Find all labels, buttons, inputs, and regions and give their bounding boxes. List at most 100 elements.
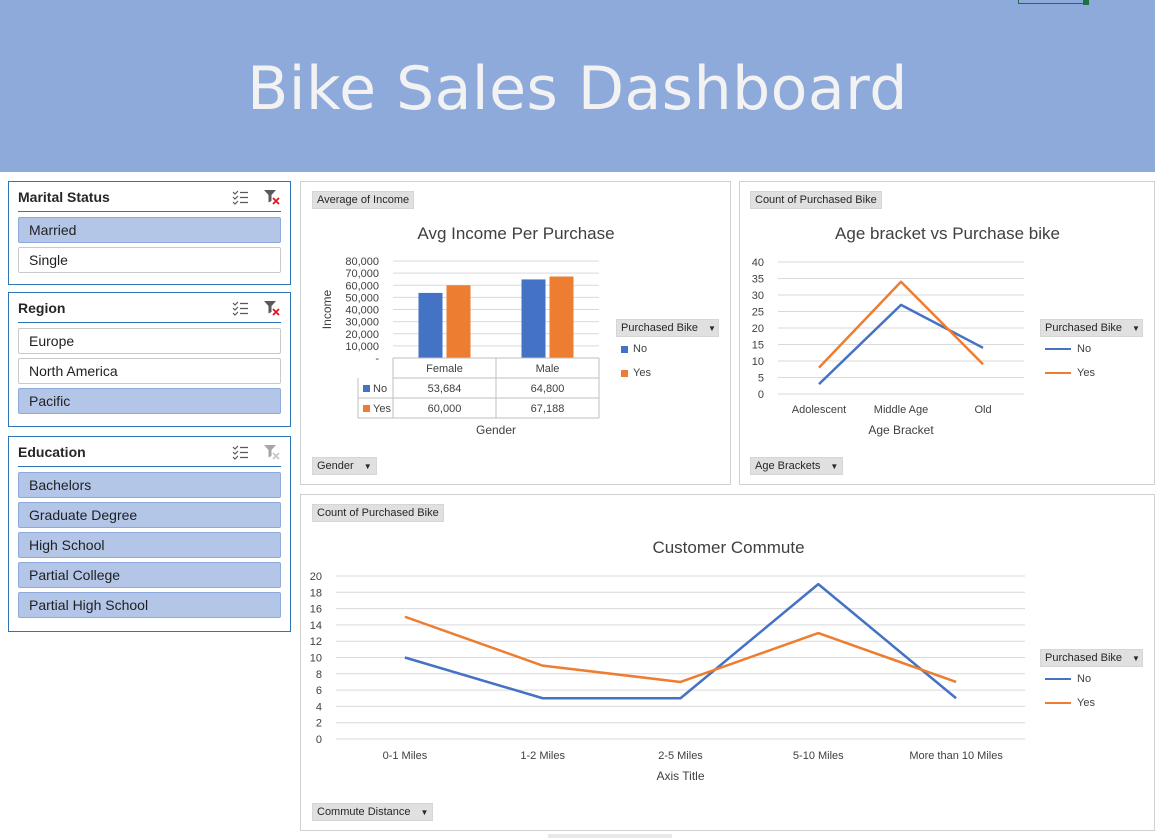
slicer-item-high-school[interactable]: High School [18, 532, 281, 558]
x-category-label: Old [974, 404, 991, 416]
x-axis-title: Axis Title [656, 769, 704, 783]
legend-label: No [633, 343, 648, 355]
y-tick-label: 14 [310, 620, 322, 632]
chevron-down-icon: ▼ [1132, 653, 1140, 663]
legend-field-label: Purchased Bike [1045, 322, 1123, 334]
y-tick-label: 15 [752, 340, 764, 352]
slicer-item-single[interactable]: Single [18, 247, 281, 273]
legend-field-button[interactable]: Purchased Bike ▼ [1040, 649, 1143, 667]
legend-label: No [1077, 673, 1092, 685]
y-tick-label: 30 [752, 290, 764, 302]
commute-chart-panel[interactable]: Count of Purchased Bike Customer Commute… [300, 494, 1155, 831]
sheet-scroll-strip [548, 834, 672, 838]
slicer-item-partial-college[interactable]: Partial College [18, 562, 281, 588]
axis-field-button[interactable]: Commute Distance ▼ [312, 803, 434, 821]
axis-field-button[interactable]: Gender ▼ [312, 457, 377, 475]
legend-swatch [1045, 702, 1071, 704]
slicer-item-north-america[interactable]: North America [18, 358, 281, 384]
y-tick-label: 12 [310, 636, 322, 648]
y-tick-label: 2 [316, 718, 322, 730]
y-tick-label: 20 [752, 323, 764, 335]
chevron-down-icon: ▼ [363, 461, 372, 471]
slicer-item-bachelors[interactable]: Bachelors [18, 472, 281, 498]
slicer-item-graduate-degree[interactable]: Graduate Degree [18, 502, 281, 528]
series-line-no [404, 582, 957, 700]
slicer-header: Education [9, 437, 290, 467]
y-tick-label: 18 [310, 587, 322, 599]
dashboard-title: Bike Sales Dashboard [247, 54, 908, 124]
legend-field-button[interactable]: Purchased Bike ▼ [1040, 319, 1143, 337]
slicer-items: Married Single [9, 212, 290, 283]
slicer-item-married[interactable]: Married [18, 217, 281, 243]
y-tick-label: 50,000 [345, 292, 379, 304]
series-line-yes [404, 615, 957, 684]
value-field-label: Average of Income [317, 194, 410, 206]
legend-item-no: No [1045, 673, 1091, 685]
bar [521, 279, 546, 358]
data-table-value: 60,000 [428, 403, 462, 415]
multi-select-icon[interactable] [231, 188, 249, 206]
value-field-button[interactable]: Count of Purchased Bike [312, 504, 444, 522]
multi-select-icon[interactable] [231, 299, 249, 317]
bar [418, 292, 443, 358]
legend-field-button[interactable]: Purchased Bike ▼ [616, 319, 719, 337]
slicer-items: Bachelors Graduate Degree High School Pa… [9, 467, 290, 628]
y-tick-label: 40 [752, 257, 764, 269]
y-tick-label: 10 [752, 356, 764, 368]
slicer-education[interactable]: Education Bachelors Graduate Degree High… [8, 436, 291, 632]
slicer-title: Marital Status [18, 189, 110, 205]
slicer-title: Education [18, 444, 86, 460]
clear-filter-icon[interactable] [263, 443, 281, 461]
slicer-marital-status[interactable]: Marital Status Married Single [8, 181, 291, 285]
income-chart-panel[interactable]: Average of Income Avg Income Per Purchas… [300, 181, 731, 485]
legend-item-yes: Yes [621, 367, 651, 379]
y-tick-label: 40,000 [345, 305, 379, 317]
axis-field-button[interactable]: Age Brackets ▼ [750, 457, 844, 475]
value-field-button[interactable]: Average of Income [312, 191, 415, 209]
slicer-header: Marital Status [9, 182, 290, 212]
legend-label: Yes [1077, 697, 1095, 709]
table-series-label: Yes [373, 403, 391, 415]
age-chart-panel[interactable]: Count of Purchased Bike Age bracket vs P… [739, 181, 1155, 485]
slicer-region[interactable]: Region Europe North America Pacific [8, 292, 291, 427]
clear-filter-icon[interactable] [263, 188, 281, 206]
chevron-down-icon: ▼ [830, 461, 839, 471]
cell-selection-box [1018, 0, 1086, 4]
legend-item-yes: Yes [1045, 697, 1095, 709]
y-tick-label: 10,000 [345, 341, 379, 353]
axis-field-label: Gender [317, 460, 354, 472]
slicer-item-europe[interactable]: Europe [18, 328, 281, 354]
legend-label: Yes [633, 367, 651, 379]
y-tick-label: 10 [310, 653, 322, 665]
y-tick-label: 0 [316, 734, 322, 746]
chart-title: Customer Commute [652, 538, 805, 557]
value-field-label: Count of Purchased Bike [755, 194, 877, 206]
x-category-label: Female [426, 363, 463, 375]
x-category-label: 1-2 Miles [520, 750, 565, 762]
x-category-label: 2-5 Miles [658, 750, 703, 762]
series-line-yes [818, 280, 984, 369]
clear-filter-icon[interactable] [263, 299, 281, 317]
value-field-button[interactable]: Count of Purchased Bike [750, 191, 882, 209]
commute-chart-plot: 0 2 4 6 8 10 12 14 16 18 20 0-1 Miles 1-2 Miles 2-5 M… [310, 571, 1025, 783]
table-series-label: No [373, 383, 387, 395]
legend-item-yes: Yes [1045, 367, 1095, 379]
multi-select-icon[interactable] [231, 443, 249, 461]
axis-field-label: Commute Distance [317, 806, 411, 818]
chart-title: Age bracket vs Purchase bike [835, 224, 1060, 243]
legend-field-label: Purchased Bike [621, 322, 699, 334]
cell-fill-handle[interactable] [1083, 0, 1089, 5]
legend-item-no: No [1045, 343, 1091, 355]
y-tick-label: 20 [310, 571, 322, 583]
bar [549, 276, 574, 358]
slicer-item-partial-high-school[interactable]: Partial High School [18, 592, 281, 618]
slicer-items: Europe North America Pacific [9, 323, 290, 424]
series-line-no [818, 303, 984, 385]
y-tick-label: 0 [758, 389, 764, 401]
y-tick-label: 80,000 [345, 256, 379, 268]
y-tick-label: 4 [316, 701, 322, 713]
slicer-item-pacific[interactable]: Pacific [18, 388, 281, 414]
age-chart-plot: 0 5 10 15 20 25 30 35 40 Adolescent Middle Age Old A… [752, 257, 1024, 437]
y-tick-label: 25 [752, 307, 764, 319]
legend-swatch [1045, 678, 1071, 680]
